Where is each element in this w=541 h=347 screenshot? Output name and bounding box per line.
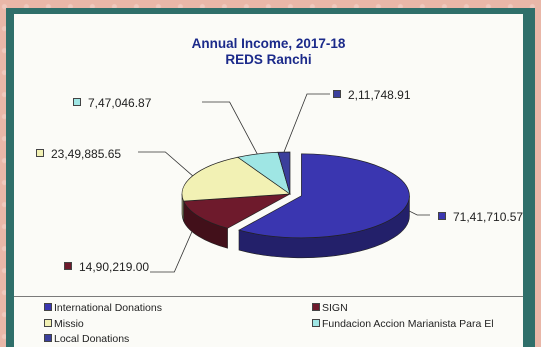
leader-line	[150, 216, 199, 273]
data-label-international: 71,41,710.57	[438, 210, 523, 224]
legend-item: Missio	[44, 318, 84, 330]
legend-item: Fundacion Accion Marianista Para El	[312, 318, 494, 330]
pie-chart	[138, 93, 430, 273]
legend-item: International Donations	[44, 302, 162, 314]
pie-slice	[277, 151, 291, 195]
pie-slices	[181, 151, 410, 259]
legend-item: Local Donations	[44, 333, 129, 345]
pie-slice	[183, 193, 291, 229]
pie-slice	[181, 156, 292, 202]
data-label-sign: 14,90,219.00	[64, 260, 149, 274]
leader-line	[138, 151, 193, 177]
chart-panel: Annual Income, 2017-18 REDS Ranchi 7,47,…	[14, 14, 523, 347]
legend-swatch	[312, 303, 320, 311]
legend-swatch	[312, 319, 320, 327]
leader-line	[202, 101, 258, 155]
chart-subtitle: REDS Ranchi	[225, 52, 312, 67]
data-label-swatch	[64, 262, 72, 270]
data-label-swatch	[36, 149, 44, 157]
legend-swatch	[44, 319, 52, 327]
legend-swatch	[44, 303, 52, 311]
data-label-swatch	[333, 90, 341, 98]
legend-item: SIGN	[312, 302, 348, 314]
data-label-fundacion: 7,47,046.87	[73, 96, 151, 110]
pie-slice	[238, 153, 410, 239]
legend: International Donations SIGN Missio Fund…	[14, 296, 523, 347]
data-label-swatch	[73, 98, 81, 106]
data-label-swatch	[438, 212, 446, 220]
leader-lines	[138, 93, 430, 273]
chart-title: Annual Income, 2017-18	[191, 36, 346, 51]
legend-swatch	[44, 334, 52, 342]
data-label-local: 2,11,748.91	[333, 88, 411, 102]
leader-line	[283, 93, 330, 153]
data-label-missio: 23,49,885.65	[36, 147, 121, 161]
